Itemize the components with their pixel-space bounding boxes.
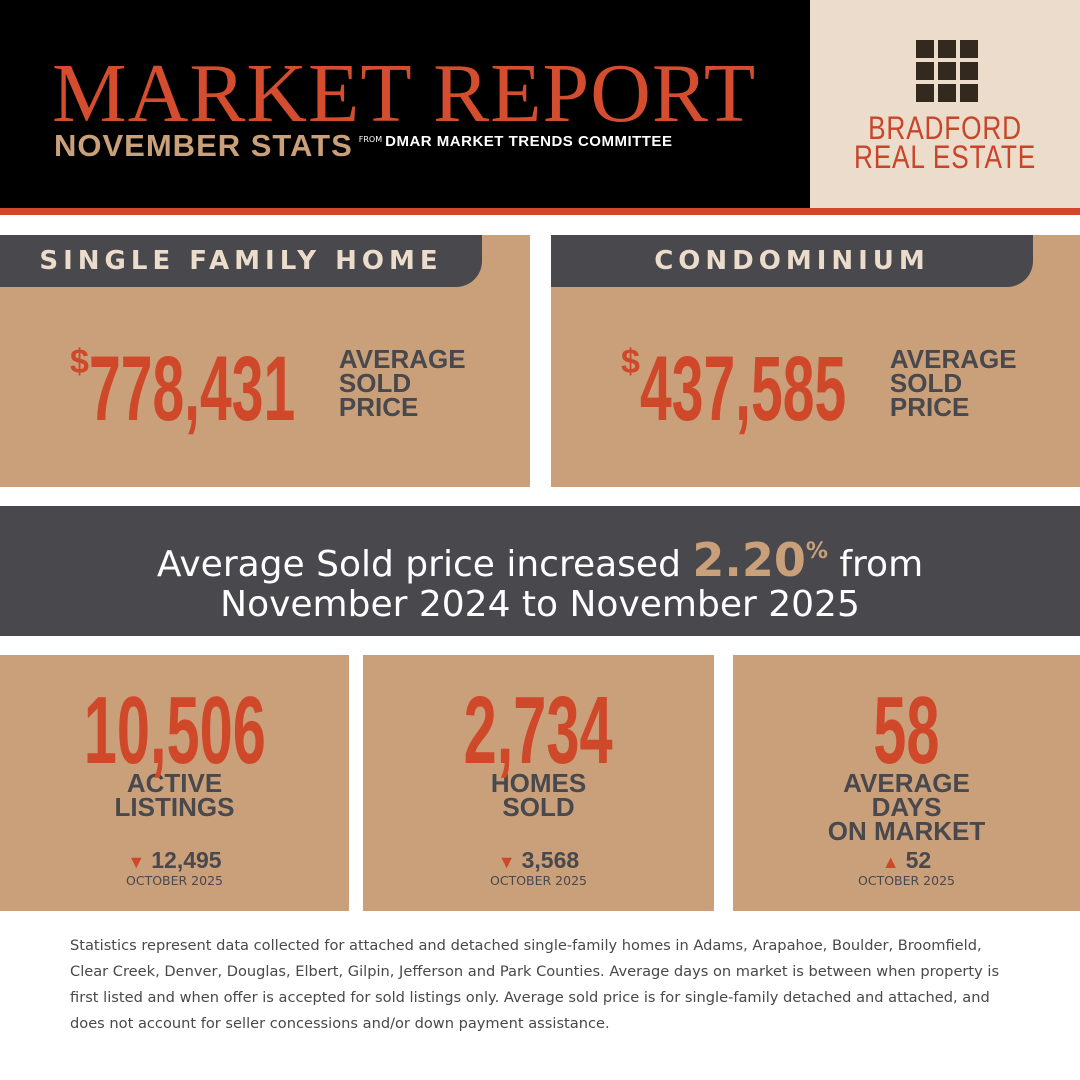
number-box: 437,585 [640,343,876,435]
stat-value: 58 [873,677,940,784]
stat-value: 10,506 [83,677,266,784]
trend-arrow: ▼ [127,852,146,872]
banner-unit: % [805,539,828,564]
previous-value: 52 [905,847,932,873]
price-label: AVERAGE SOLD PRICE [338,344,466,422]
label-line: LISTINGS [114,792,235,822]
banner-text: Average Sold price increased [156,544,681,585]
banner-text: from [839,544,924,585]
stat-label: ACTIVE LISTINGS [0,768,349,822]
currency: $ [621,343,640,381]
stat-card: 58 AVERAGE DAYS ON MARKET ▲ 52 OCTOBER 2025 [733,655,1080,911]
label-line: ACTIVE [126,768,223,798]
previous: ▼ 3,568 [363,849,714,872]
label-line: SOLD [889,368,963,398]
header-band [0,0,810,208]
logo [916,40,980,102]
trend-arrow: ▼ [497,852,516,872]
previous: ▼ 12,495 [0,849,349,872]
footnote: Statistics represent data collected for … [70,937,1000,1032]
price-card: CONDOMINIUM $437,585 AVERAGE SOLD PRICE [551,235,1080,487]
card-heading: SINGLE FAMILY HOME [0,235,482,287]
label-line: DAYS [871,792,942,822]
trend-arrow: ▲ [881,852,900,872]
title: MARKET REPORT [52,47,757,140]
label-line: HOMES [490,768,587,798]
previous-period: OCTOBER 2025 [126,873,223,888]
previous-period: OCTOBER 2025 [490,873,587,888]
stat-label: HOMES SOLD [363,768,714,822]
label-line: AVERAGE [338,344,466,374]
source-prefix: FROM [358,135,383,144]
subtitle: NOVEMBER STATS [54,128,353,163]
previous-value: 3,568 [521,847,580,873]
card-heading: CONDOMINIUM [551,235,1033,287]
banner: Average Sold price increased 2.20% from … [0,506,1080,636]
label-line: PRICE [338,392,419,422]
brand-name: REAL ESTATE [853,139,1037,175]
price-row: $778,431 AVERAGE SOLD PRICE [70,343,466,435]
price-card: SINGLE FAMILY HOME $778,431 AVERAGE SOLD PRI… [0,235,530,487]
stat-card: 2,734 HOMES SOLD ▼ 3,568 OCTOBER 2025 [363,655,714,911]
label-line: SOLD [338,368,412,398]
label-line: SOLD [502,792,575,822]
previous: ▲ 52 [733,849,1080,872]
brand-name: BRADFORD [868,110,1022,146]
stat-card: 10,506 ACTIVE LISTINGS ▼ 12,495 OCTOBER 2025 [0,655,349,911]
brand-panel [810,0,1080,208]
price-value: 778,431 [88,338,296,440]
previous-value: 12,495 [151,847,222,873]
stat-label: AVERAGE DAYS ON MARKET [733,768,1080,846]
divider [0,208,1080,215]
price-label: AVERAGE SOLD PRICE [889,344,1017,422]
source: DMAR MARKET TRENDS COMMITTEE [385,133,673,150]
number-box: 778,431 [89,343,325,435]
previous-period: OCTOBER 2025 [858,873,955,888]
label-line: PRICE [889,392,970,422]
subtitle-row: NOVEMBER STATS FROM DMAR MARKET TRENDS COM… [54,130,672,161]
banner-text: November 2024 to November 2025 [220,584,860,625]
banner-highlight: 2.20 [692,533,806,587]
stat-value: 2,734 [464,677,613,784]
label-line: AVERAGE [843,768,970,798]
price-row: $437,585 AVERAGE SOLD PRICE [621,343,1017,435]
currency: $ [70,343,89,381]
label-line: AVERAGE [889,344,1017,374]
price-value: 437,585 [639,338,847,440]
label-line: ON MARKET [827,816,986,846]
